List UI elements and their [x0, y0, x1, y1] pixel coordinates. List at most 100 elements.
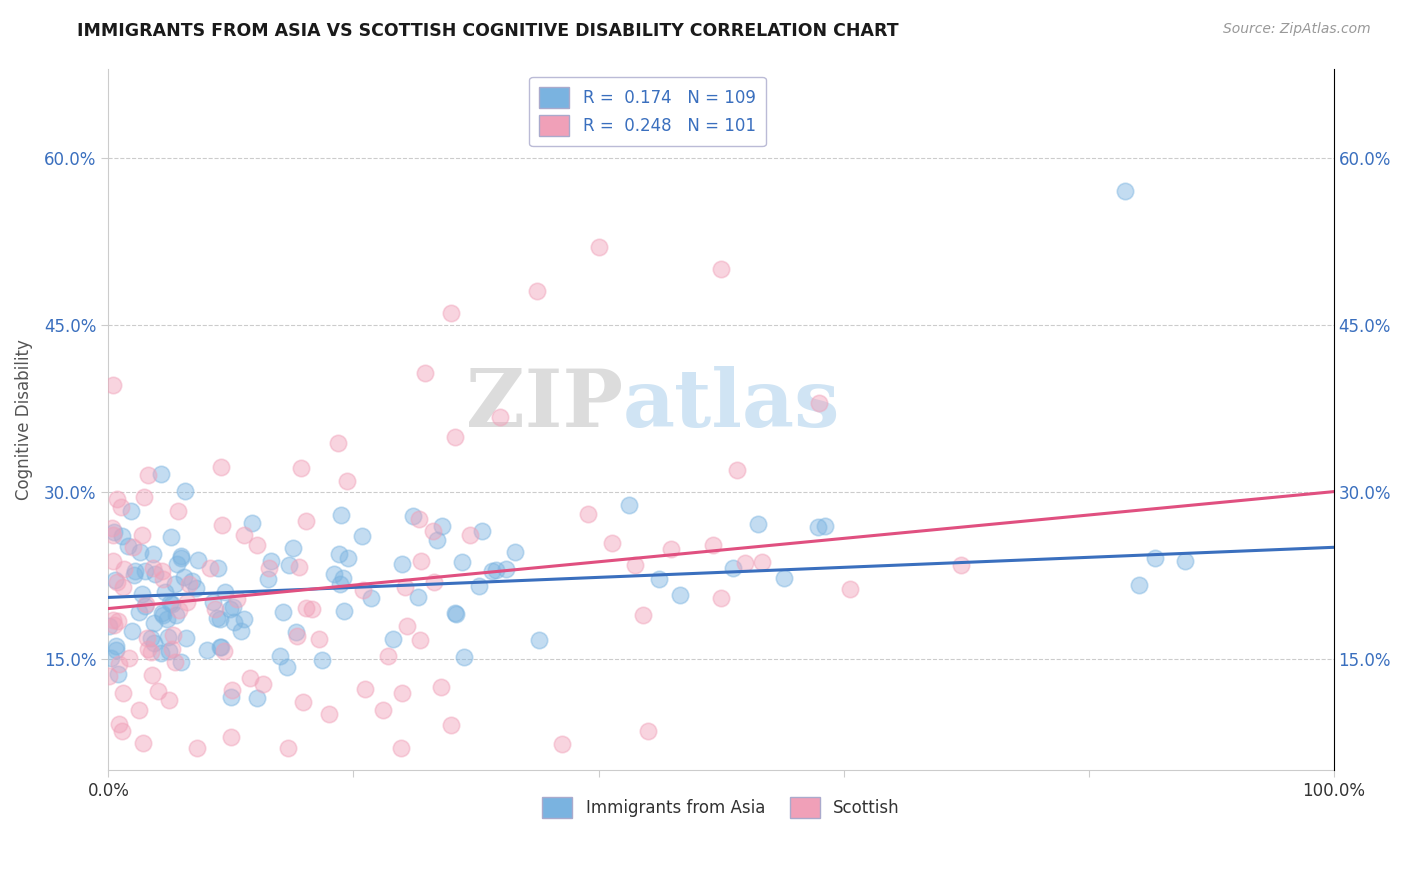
Point: [308, 632, 330, 646]
Point: [122, 567, 145, 582]
Point: [117, 539, 139, 553]
Point: [443, 606, 465, 620]
Point: [772, 571, 794, 585]
Point: [283, 541, 305, 555]
Point: [131, 736, 153, 750]
Point: [198, 561, 221, 575]
Point: [1128, 578, 1150, 592]
Point: [159, 596, 181, 610]
Point: [588, 240, 610, 254]
Point: [111, 724, 134, 739]
Point: [333, 604, 356, 618]
Point: [329, 576, 352, 591]
Point: [751, 555, 773, 569]
Point: [276, 660, 298, 674]
Point: [291, 695, 314, 709]
Point: [602, 535, 624, 549]
Point: [406, 590, 429, 604]
Point: [271, 605, 294, 619]
Point: [132, 490, 155, 504]
Point: [429, 680, 451, 694]
Point: [100, 651, 122, 665]
Point: [101, 521, 124, 535]
Point: [1114, 184, 1136, 198]
Point: [269, 648, 291, 663]
Point: [239, 671, 262, 685]
Point: [103, 524, 125, 539]
Point: [218, 602, 240, 616]
Point: [257, 561, 280, 575]
Point: [150, 606, 173, 620]
Point: [402, 509, 425, 524]
Point: [104, 573, 127, 587]
Point: [209, 459, 232, 474]
Point: [721, 561, 744, 575]
Point: [157, 693, 180, 707]
Point: [328, 547, 350, 561]
Point: [659, 542, 682, 557]
Point: [146, 684, 169, 698]
Point: [371, 703, 394, 717]
Point: [207, 561, 229, 575]
Point: [396, 619, 419, 633]
Point: [110, 500, 132, 515]
Point: [156, 630, 179, 644]
Point: [173, 570, 195, 584]
Point: [163, 655, 186, 669]
Point: [233, 528, 256, 542]
Point: [107, 614, 129, 628]
Point: [156, 612, 179, 626]
Point: [177, 576, 200, 591]
Point: [128, 605, 150, 619]
Point: [160, 597, 183, 611]
Point: [301, 602, 323, 616]
Point: [157, 644, 180, 658]
Text: atlas: atlas: [623, 367, 841, 444]
Point: [120, 504, 142, 518]
Point: [394, 580, 416, 594]
Point: [153, 585, 176, 599]
Point: [180, 574, 202, 588]
Y-axis label: Cognitive Disability: Cognitive Disability: [15, 339, 32, 500]
Point: [637, 724, 659, 739]
Point: [209, 640, 232, 654]
Point: [495, 562, 517, 576]
Point: [734, 557, 756, 571]
Point: [311, 653, 333, 667]
Text: IMMIGRANTS FROM ASIA VS SCOTTISH COGNITIVE DISABILITY CORRELATION CHART: IMMIGRANTS FROM ASIA VS SCOTTISH COGNITI…: [77, 22, 898, 40]
Point: [285, 629, 308, 643]
Point: [702, 538, 724, 552]
Point: [284, 625, 307, 640]
Point: [208, 612, 231, 626]
Point: [413, 366, 436, 380]
Point: [112, 686, 135, 700]
Text: ZIP: ZIP: [465, 367, 623, 444]
Point: [187, 553, 209, 567]
Point: [1143, 550, 1166, 565]
Point: [229, 624, 252, 638]
Point: [135, 631, 157, 645]
Point: [186, 740, 208, 755]
Point: [440, 718, 463, 732]
Point: [277, 740, 299, 755]
Point: [337, 550, 360, 565]
Point: [1174, 554, 1197, 568]
Point: [294, 514, 316, 528]
Point: [163, 577, 186, 591]
Point: [204, 602, 226, 616]
Point: [950, 558, 973, 572]
Point: [97, 618, 120, 632]
Point: [195, 642, 218, 657]
Point: [152, 572, 174, 586]
Point: [131, 528, 153, 542]
Point: [108, 717, 131, 731]
Point: [453, 650, 475, 665]
Point: [326, 436, 349, 450]
Point: [808, 395, 831, 409]
Point: [219, 690, 242, 704]
Point: [391, 557, 413, 571]
Point: [576, 507, 599, 521]
Point: [176, 595, 198, 609]
Point: [432, 519, 454, 533]
Point: [252, 677, 274, 691]
